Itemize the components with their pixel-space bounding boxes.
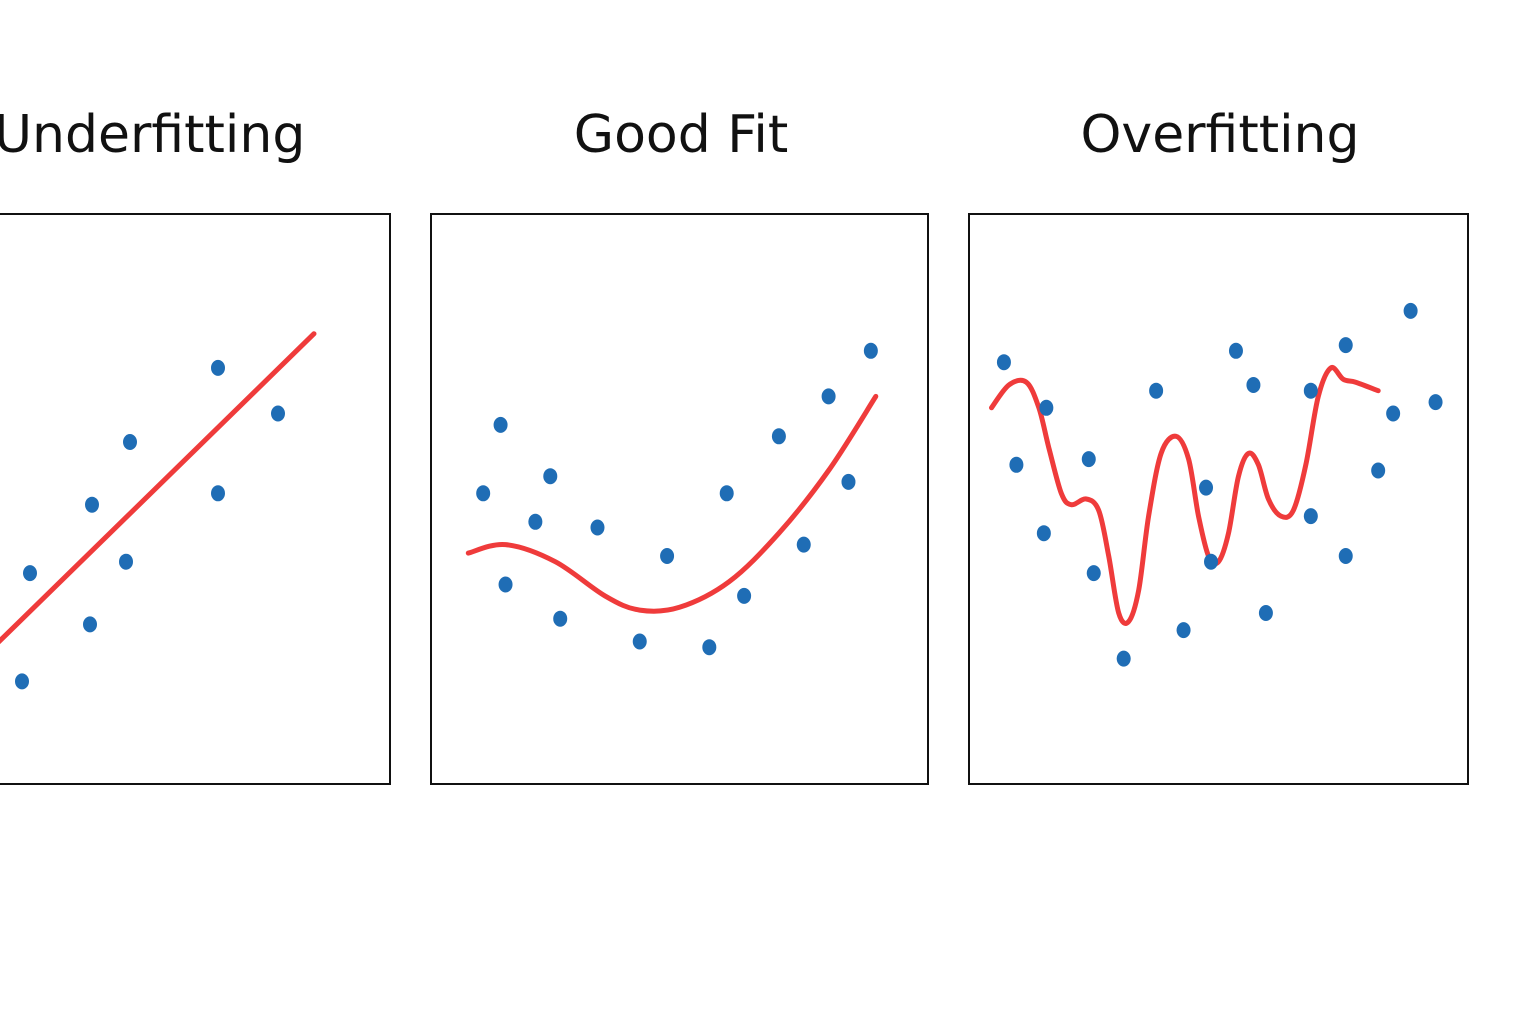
data-point <box>1338 548 1353 564</box>
data-point <box>1204 553 1219 570</box>
data-point <box>543 468 558 485</box>
fit-curve <box>465 393 879 614</box>
plot-area-underfitting <box>0 331 317 690</box>
data-point <box>1371 462 1386 479</box>
plot-frame <box>430 213 929 785</box>
data-point <box>211 359 225 376</box>
data-point <box>702 639 717 656</box>
data-point <box>211 485 225 502</box>
data-point <box>1039 399 1054 416</box>
data-point <box>1086 565 1101 582</box>
data-point <box>476 485 491 502</box>
data-point <box>863 342 878 359</box>
data-point <box>1228 342 1243 359</box>
data-point <box>119 553 133 570</box>
data-point <box>1199 479 1214 496</box>
data-point <box>85 496 99 513</box>
data-point <box>1009 456 1024 473</box>
plot-underfitting <box>0 213 391 785</box>
data-point <box>737 587 752 604</box>
data-point <box>796 536 811 553</box>
data-point <box>821 388 836 405</box>
data-point <box>553 610 568 627</box>
plot-area-overfitting <box>989 302 1443 667</box>
plot-overfitting <box>968 213 1469 785</box>
data-point <box>123 434 137 450</box>
data-point <box>1149 382 1164 399</box>
data-point <box>15 673 29 690</box>
data-point <box>1036 525 1051 542</box>
data-point <box>1403 302 1418 319</box>
data-point <box>83 616 97 633</box>
data-point <box>1338 337 1353 354</box>
plot-frame <box>968 213 1469 785</box>
data-point <box>1176 622 1191 639</box>
data-point <box>1386 405 1401 422</box>
data-point <box>1246 377 1261 393</box>
data-point <box>498 576 513 593</box>
data-point <box>1258 605 1273 621</box>
panel-title-good-fit: Good Fit <box>573 105 789 165</box>
data-point <box>771 428 786 445</box>
data-point <box>1116 650 1131 667</box>
data-point <box>1303 382 1318 399</box>
data-point <box>23 565 37 582</box>
panel-title-underfitting: Underfitting <box>0 105 306 165</box>
data-point <box>996 354 1011 371</box>
plot-area-good-fit <box>465 342 879 656</box>
data-point <box>660 548 675 564</box>
data-point <box>719 485 734 502</box>
data-point <box>590 519 605 536</box>
fit-line <box>0 331 317 645</box>
data-point <box>271 405 285 422</box>
data-point <box>528 513 543 530</box>
data-point <box>1081 451 1096 468</box>
fit-curve <box>989 364 1381 626</box>
data-point <box>841 473 856 490</box>
plot-good-fit <box>430 213 929 785</box>
plot-frame <box>0 213 391 785</box>
panel-title-overfitting: Overfitting <box>1080 105 1360 165</box>
data-point <box>1303 508 1318 525</box>
data-point <box>493 416 508 433</box>
data-point <box>1428 394 1443 411</box>
data-point <box>632 633 647 650</box>
